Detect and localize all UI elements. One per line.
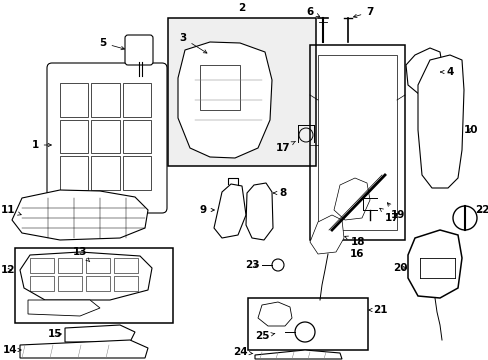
- Text: 15: 15: [48, 329, 62, 339]
- Bar: [91, 120, 120, 153]
- Polygon shape: [254, 350, 341, 359]
- Text: 13: 13: [73, 247, 90, 262]
- Text: 16: 16: [349, 249, 364, 259]
- Polygon shape: [245, 183, 272, 240]
- Bar: [15, 248, 173, 323]
- Bar: [200, 65, 240, 110]
- Text: 23: 23: [244, 260, 259, 270]
- Bar: [30, 276, 54, 291]
- Bar: [58, 276, 82, 291]
- Bar: [86, 258, 110, 273]
- Text: 10: 10: [463, 125, 477, 135]
- Text: 12: 12: [1, 265, 15, 275]
- Text: 8: 8: [273, 188, 286, 198]
- Bar: [30, 258, 54, 273]
- Polygon shape: [258, 302, 291, 326]
- Text: 21: 21: [368, 305, 386, 315]
- Text: 20: 20: [392, 263, 407, 273]
- Text: 7: 7: [353, 7, 373, 18]
- Polygon shape: [12, 190, 148, 240]
- Text: 5: 5: [99, 38, 124, 50]
- Text: 24: 24: [232, 347, 252, 357]
- Bar: [60, 156, 88, 190]
- Text: 25: 25: [254, 331, 274, 341]
- Polygon shape: [333, 178, 369, 220]
- Bar: [317, 55, 396, 230]
- Bar: [114, 258, 138, 273]
- Polygon shape: [65, 325, 135, 342]
- Text: 11: 11: [1, 205, 21, 215]
- Text: 19: 19: [386, 203, 405, 220]
- Bar: [60, 83, 88, 117]
- Bar: [247, 298, 367, 350]
- Text: 1: 1: [31, 140, 51, 150]
- Polygon shape: [214, 184, 245, 238]
- FancyBboxPatch shape: [125, 35, 153, 65]
- Text: 2: 2: [238, 3, 245, 13]
- Polygon shape: [417, 55, 463, 188]
- Bar: [122, 156, 151, 190]
- Bar: [168, 18, 315, 166]
- Text: 22: 22: [474, 205, 488, 215]
- Text: 4: 4: [440, 67, 453, 77]
- FancyBboxPatch shape: [47, 63, 167, 213]
- Bar: [58, 258, 82, 273]
- Text: 17: 17: [275, 141, 295, 153]
- Text: 3: 3: [179, 33, 206, 53]
- Polygon shape: [28, 300, 100, 316]
- Bar: [309, 45, 404, 240]
- Text: 18: 18: [344, 236, 365, 247]
- Polygon shape: [405, 48, 442, 95]
- Bar: [122, 120, 151, 153]
- Bar: [122, 83, 151, 117]
- Bar: [91, 83, 120, 117]
- Text: 14: 14: [2, 345, 21, 355]
- Bar: [91, 156, 120, 190]
- Polygon shape: [20, 252, 152, 300]
- Polygon shape: [20, 340, 148, 358]
- Text: 17: 17: [379, 208, 399, 223]
- Polygon shape: [309, 215, 343, 254]
- Text: 9: 9: [199, 205, 214, 215]
- Bar: [86, 276, 110, 291]
- Polygon shape: [178, 42, 271, 158]
- Bar: [60, 120, 88, 153]
- Text: 6: 6: [306, 7, 319, 17]
- Bar: [114, 276, 138, 291]
